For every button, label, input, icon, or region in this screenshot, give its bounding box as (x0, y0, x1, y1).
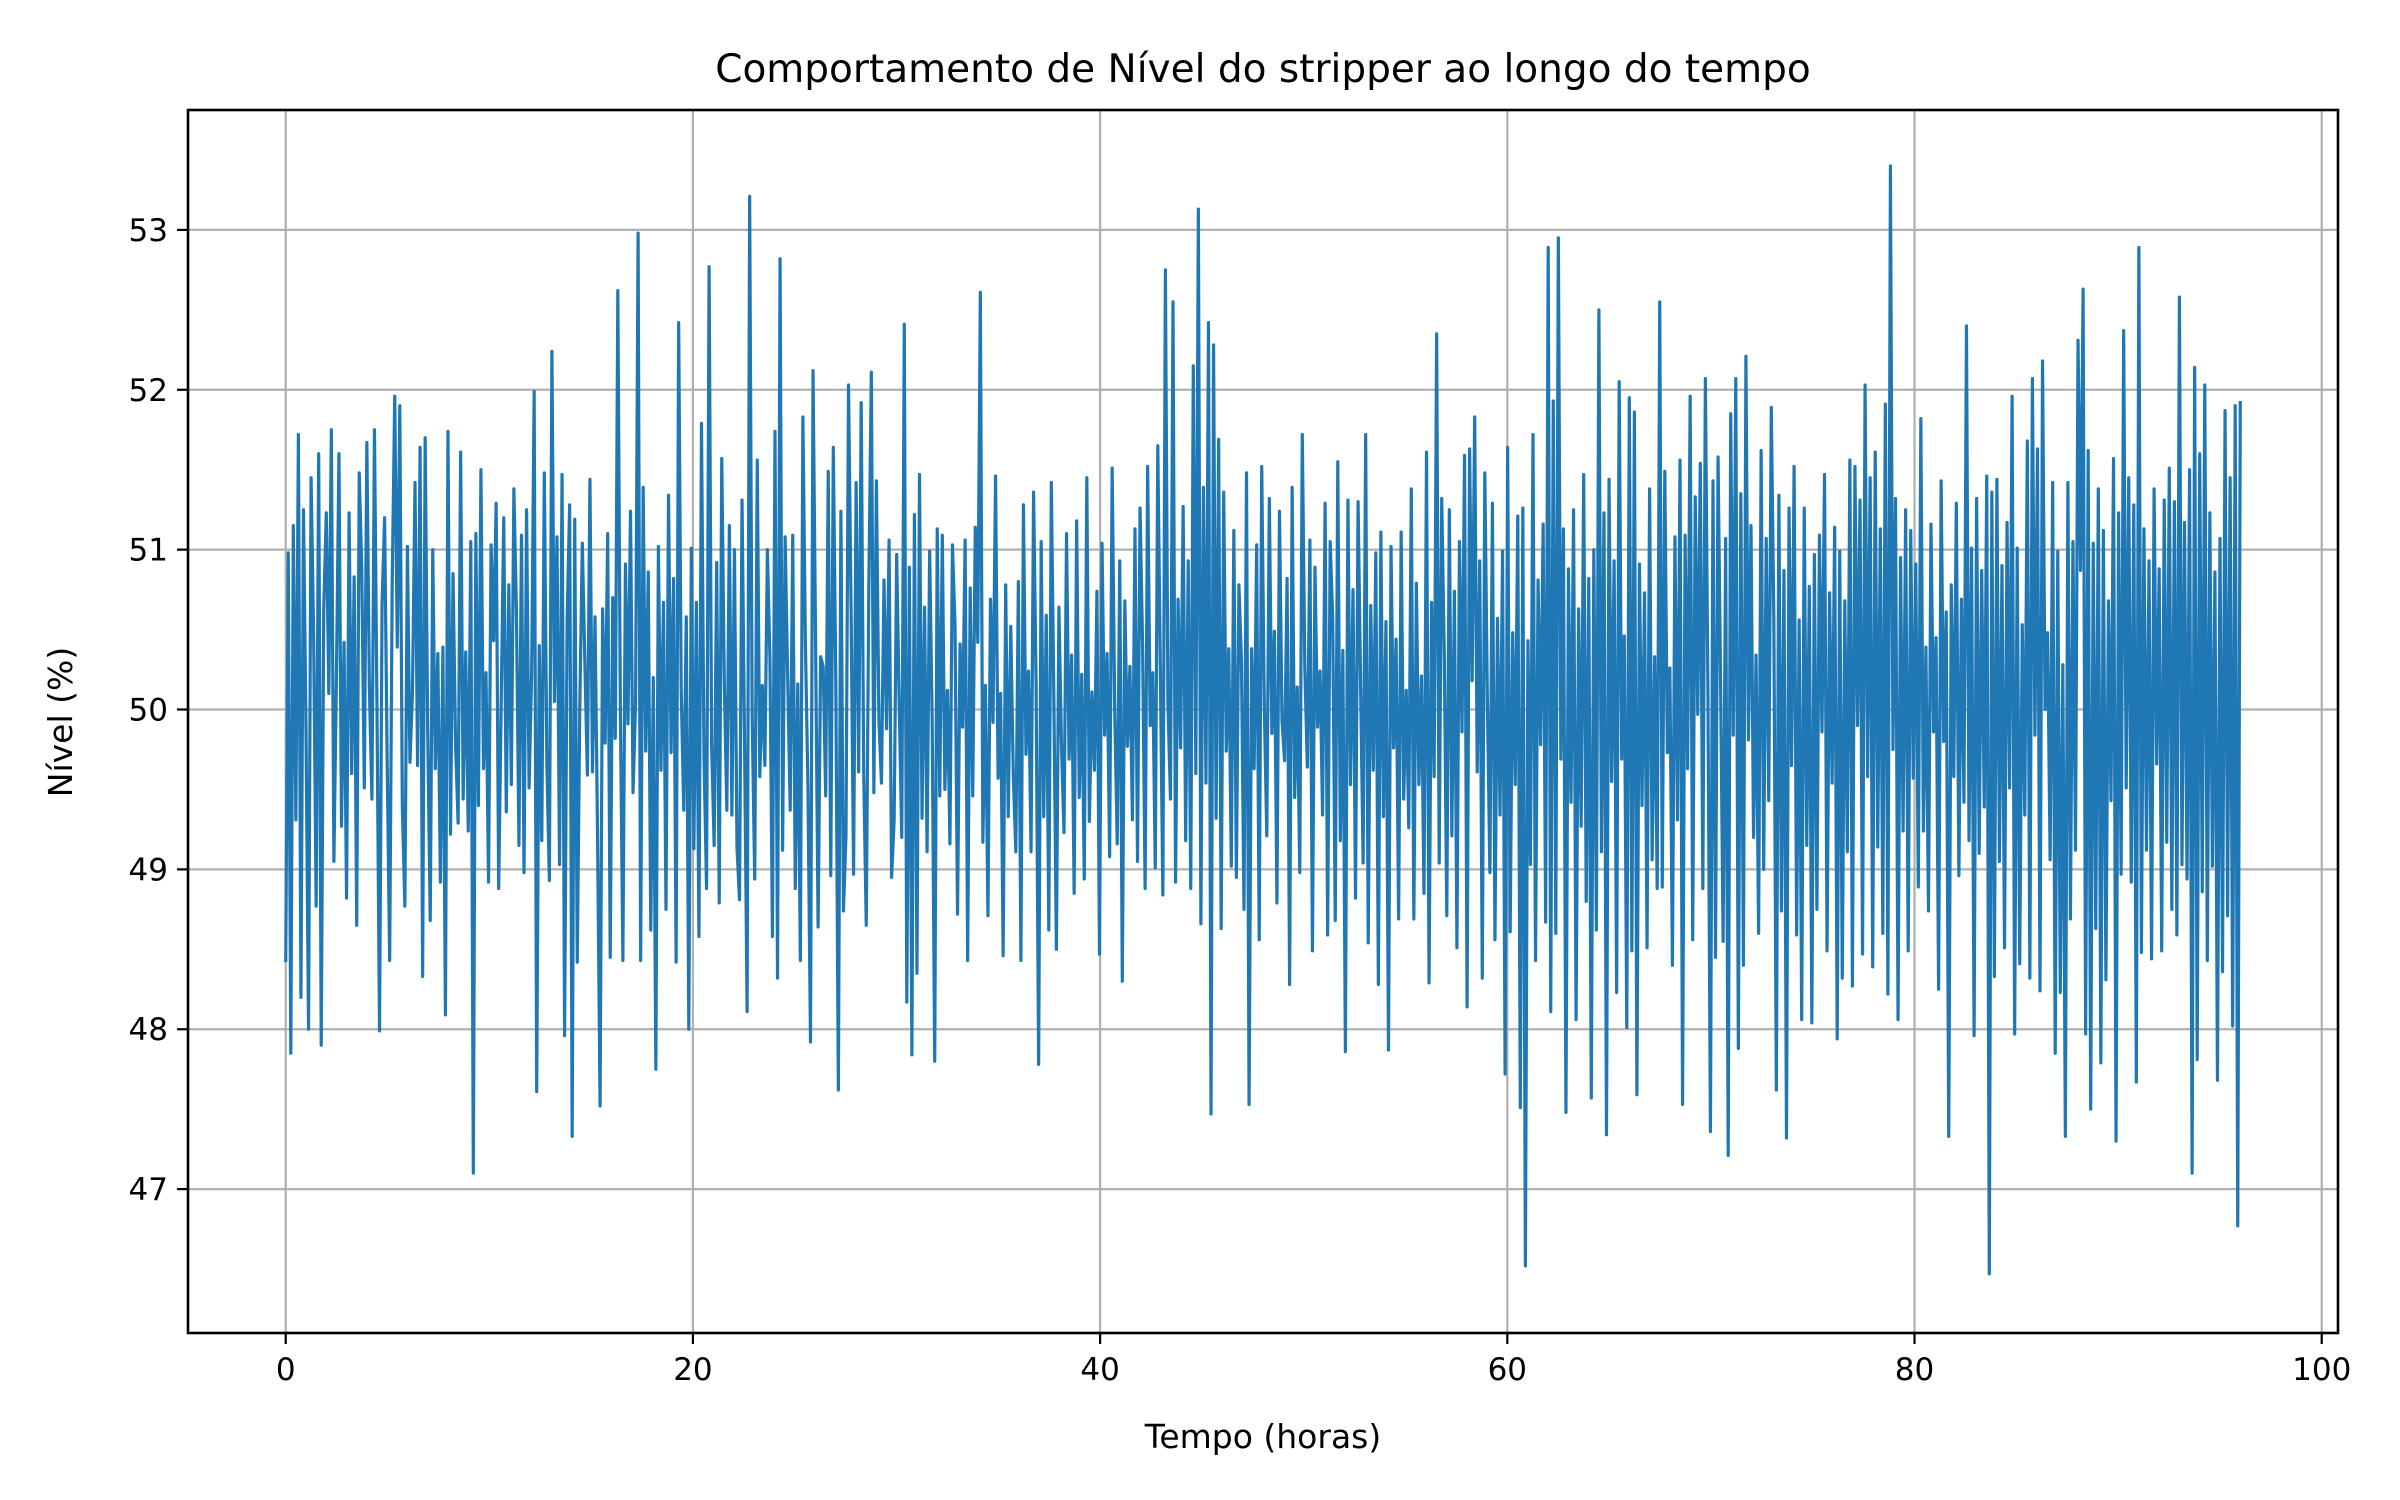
y-tick-label: 51 (129, 533, 168, 569)
series-layer (284, 164, 2242, 1276)
x-tick-label: 40 (1080, 1352, 1119, 1388)
y-tick-label: 53 (129, 213, 168, 249)
series-line-0 (284, 164, 2242, 1276)
y-tick-label: 50 (129, 693, 168, 729)
y-tick-label: 47 (129, 1172, 168, 1208)
y-axis-label: Nível (%) (41, 647, 80, 797)
axis-ticks: 0 20 40 60 80 100 47 48 49 50 51 52 53 (129, 213, 2352, 1388)
y-tick-label: 52 (129, 373, 168, 409)
chart-title: Comportamento de Nível do stripper ao lo… (715, 47, 1811, 92)
x-tick-label: 20 (673, 1352, 712, 1388)
x-tick-label: 80 (1895, 1352, 1934, 1388)
x-tick-label: 60 (1488, 1352, 1527, 1388)
y-tick-label: 49 (129, 852, 168, 888)
x-tick-label: 0 (276, 1352, 296, 1388)
x-tick-label: 100 (2292, 1352, 2351, 1388)
plot-frame (186, 108, 2340, 1335)
x-axis-label: Tempo (horas) (1144, 1417, 1381, 1456)
y-tick-label: 48 (129, 1012, 168, 1048)
